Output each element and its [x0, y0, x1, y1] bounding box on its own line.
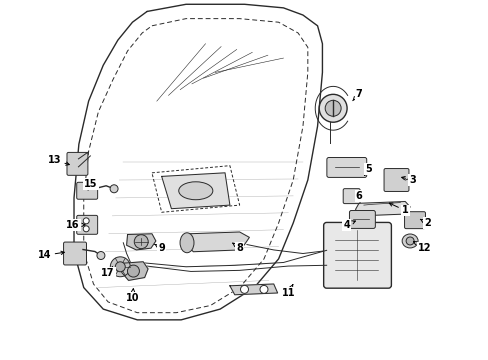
Text: 2: 2: [420, 218, 429, 228]
FancyBboxPatch shape: [343, 189, 359, 204]
Circle shape: [115, 262, 125, 272]
Polygon shape: [355, 202, 409, 216]
Circle shape: [240, 285, 248, 293]
Ellipse shape: [179, 182, 212, 200]
FancyBboxPatch shape: [323, 222, 390, 288]
Text: 5: 5: [364, 164, 371, 176]
Ellipse shape: [180, 233, 194, 253]
Text: 14: 14: [38, 250, 64, 260]
FancyBboxPatch shape: [383, 168, 408, 192]
FancyBboxPatch shape: [77, 182, 98, 199]
Circle shape: [325, 100, 341, 116]
Text: 17: 17: [101, 267, 115, 278]
Polygon shape: [162, 173, 229, 209]
FancyBboxPatch shape: [349, 211, 375, 228]
Text: 11: 11: [281, 284, 294, 298]
Polygon shape: [122, 262, 148, 280]
FancyBboxPatch shape: [63, 242, 86, 265]
Polygon shape: [126, 234, 156, 250]
Circle shape: [110, 185, 118, 193]
Text: 15: 15: [84, 179, 98, 190]
FancyBboxPatch shape: [326, 157, 366, 177]
Text: 8: 8: [232, 243, 243, 253]
Text: 7: 7: [352, 89, 362, 101]
Circle shape: [406, 237, 413, 245]
Ellipse shape: [401, 234, 417, 248]
Circle shape: [110, 257, 130, 277]
Circle shape: [97, 252, 105, 260]
Polygon shape: [185, 232, 249, 252]
Text: 9: 9: [155, 243, 165, 253]
Text: 3: 3: [401, 175, 415, 185]
Text: 1: 1: [388, 203, 408, 216]
Circle shape: [83, 226, 89, 232]
Circle shape: [127, 265, 139, 277]
Circle shape: [134, 235, 148, 249]
Text: 6: 6: [355, 191, 362, 201]
Text: 12: 12: [413, 242, 430, 253]
Text: 13: 13: [48, 155, 69, 165]
Circle shape: [260, 285, 267, 293]
Circle shape: [319, 94, 346, 122]
Text: 16: 16: [66, 220, 85, 230]
Text: 4: 4: [343, 220, 355, 230]
FancyBboxPatch shape: [67, 152, 88, 175]
FancyBboxPatch shape: [404, 212, 425, 229]
Circle shape: [83, 218, 89, 224]
FancyBboxPatch shape: [77, 215, 98, 234]
Polygon shape: [229, 284, 277, 295]
Text: 10: 10: [125, 289, 139, 303]
